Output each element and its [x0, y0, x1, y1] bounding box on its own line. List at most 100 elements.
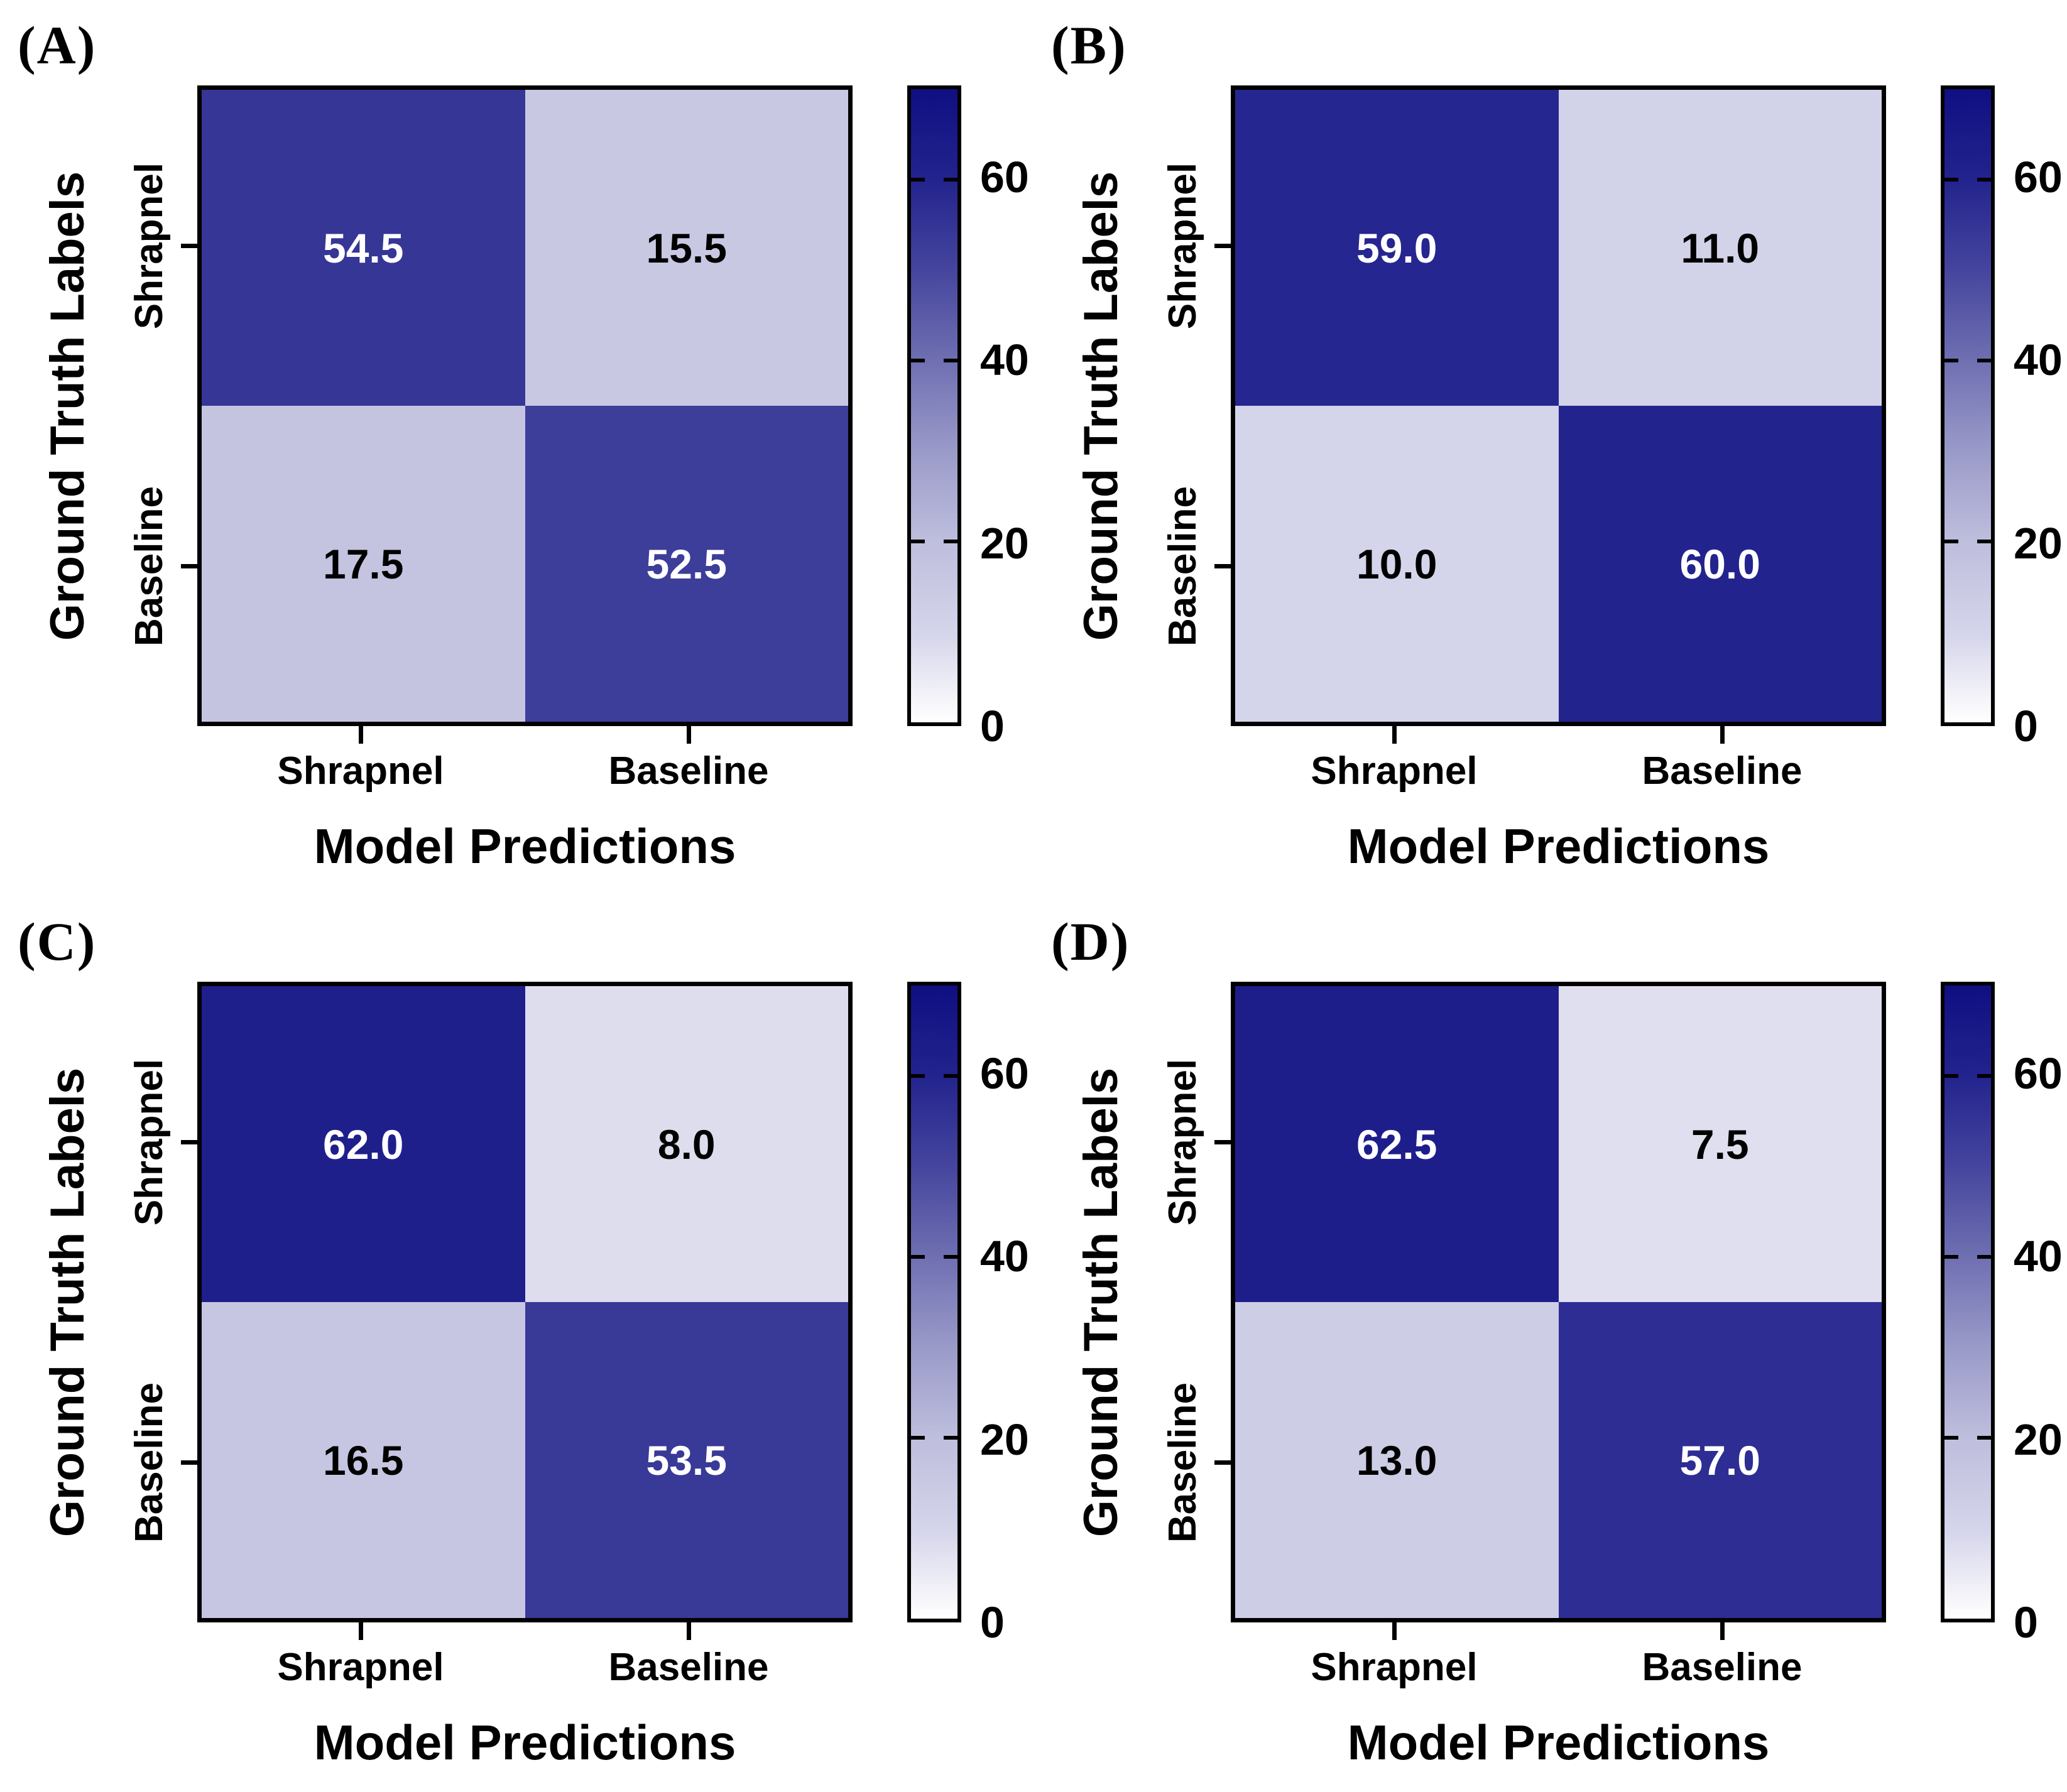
matrix-cell: 10.0 [1235, 406, 1559, 722]
y-tick-mark [1214, 244, 1231, 248]
colorbar-tick-mark [1944, 540, 1958, 544]
y-tick-label-shrapnel: Shrapnel [128, 1058, 172, 1225]
x-tick-label-baseline: Baseline [608, 1646, 769, 1689]
x-tick-label-baseline: Baseline [1642, 1646, 1802, 1689]
y-tick-label-baseline: Baseline [1161, 486, 1205, 646]
panel-d: (D) Ground Truth Labels Shrapnel Baselin… [1034, 896, 2067, 1792]
colorbar-tick-label: 60 [2014, 152, 2063, 202]
colorbar-tick-mark [944, 359, 957, 362]
panel-label: (B) [1051, 15, 1127, 75]
x-axis-title: Model Predictions [1347, 818, 1770, 874]
colorbar-tick-mark [944, 178, 957, 182]
matrix-cell: 60.0 [1558, 406, 1882, 722]
panel-a: (A) Ground Truth Labels Shrapnel Baselin… [0, 0, 1034, 896]
colorbar-tick-mark [1977, 1255, 1991, 1259]
matrix-cell: 53.5 [525, 1302, 848, 1618]
colorbar [907, 982, 961, 1622]
y-tick-mark [181, 1460, 197, 1465]
colorbar-tick-label: 40 [980, 335, 1029, 385]
y-axis-title: Ground Truth Labels [41, 1067, 95, 1537]
colorbar-tick-mark [1944, 1436, 1958, 1440]
colorbar-tick-mark [911, 1436, 925, 1440]
x-tick-mark [1392, 1622, 1397, 1640]
colorbar-tick-label: 60 [2014, 1048, 2063, 1098]
colorbar-tick-label: 0 [980, 702, 1005, 751]
confusion-matrix: 54.5 15.5 17.5 52.5 [197, 85, 853, 726]
colorbar [1941, 982, 1995, 1622]
y-tick-labels: Shrapnel Baseline [1152, 982, 1214, 1622]
matrix-cell: 7.5 [1558, 986, 1882, 1302]
y-axis-title: Ground Truth Labels [1074, 171, 1128, 641]
colorbar-tick-label: 20 [980, 1415, 1029, 1464]
matrix-cell: 11.0 [1558, 90, 1882, 406]
y-tick-label-shrapnel: Shrapnel [1161, 162, 1205, 329]
y-tick-mark [181, 1140, 197, 1144]
x-tick-mark [1720, 1622, 1725, 1640]
colorbar [1941, 85, 1995, 726]
matrix-cell: 13.0 [1235, 1302, 1559, 1618]
x-tick-label-baseline: Baseline [608, 749, 769, 793]
x-tick-mark [1720, 726, 1725, 744]
colorbar-tick-label: 60 [980, 152, 1029, 202]
colorbar-tick-label: 0 [2014, 702, 2038, 751]
colorbar-tick-mark [1944, 359, 1958, 362]
x-tick-label-shrapnel: Shrapnel [277, 749, 444, 793]
colorbar [907, 85, 961, 726]
colorbar-tick-mark [911, 540, 925, 544]
matrix-cell: 57.0 [1558, 1302, 1882, 1618]
colorbar-tick-label: 20 [2014, 518, 2063, 568]
panel-b: (B) Ground Truth Labels Shrapnel Baselin… [1034, 0, 2067, 896]
colorbar-tick-mark [1977, 540, 1991, 544]
matrix-cell: 8.0 [525, 986, 848, 1302]
colorbar-tick-labels: 0 20 40 60 [2014, 982, 2067, 1647]
y-tick-label-shrapnel: Shrapnel [1161, 1058, 1205, 1225]
colorbar-tick-labels: 0 20 40 60 [980, 982, 1062, 1647]
y-tick-mark [181, 564, 197, 568]
colorbar-tick-mark [1977, 178, 1991, 182]
colorbar-tick-label: 60 [980, 1048, 1029, 1098]
matrix-cell: 15.5 [525, 90, 848, 406]
confusion-matrix: 62.0 8.0 16.5 53.5 [197, 982, 853, 1622]
x-axis-title: Model Predictions [314, 1715, 736, 1770]
colorbar-tick-label: 20 [980, 518, 1029, 568]
x-tick-mark [687, 726, 691, 744]
matrix-cell: 16.5 [202, 1302, 525, 1618]
colorbar-tick-mark [944, 1074, 957, 1078]
x-tick-label-baseline: Baseline [1642, 749, 1802, 793]
colorbar-tick-label: 40 [980, 1232, 1029, 1281]
colorbar-tick-mark [1977, 1436, 1991, 1440]
y-tick-mark [181, 244, 197, 248]
colorbar-tick-mark [944, 1436, 957, 1440]
colorbar-tick-label: 40 [2014, 335, 2063, 385]
y-tick-label-shrapnel: Shrapnel [128, 162, 172, 329]
confusion-matrix: 62.5 7.5 13.0 57.0 [1231, 982, 1886, 1622]
colorbar-tick-label: 0 [2014, 1598, 2038, 1647]
y-tick-label-baseline: Baseline [128, 486, 172, 646]
colorbar-tick-mark [911, 1074, 925, 1078]
x-tick-mark [687, 1622, 691, 1640]
colorbar-tick-mark [1944, 1074, 1958, 1078]
y-tick-labels: Shrapnel Baseline [1152, 85, 1214, 726]
y-tick-mark [1214, 564, 1231, 568]
panel-label: (D) [1051, 911, 1130, 972]
matrix-cell: 62.5 [1235, 986, 1559, 1302]
x-axis-title: Model Predictions [314, 818, 736, 874]
colorbar-tick-label: 40 [2014, 1232, 2063, 1281]
x-tick-mark [1392, 726, 1397, 744]
colorbar-tick-mark [1977, 1074, 1991, 1078]
colorbar-tick-label: 20 [2014, 1415, 2063, 1464]
x-tick-mark [359, 1622, 363, 1640]
x-axis-title: Model Predictions [1347, 1715, 1770, 1770]
y-axis-title: Ground Truth Labels [41, 171, 95, 641]
y-tick-mark [1214, 1140, 1231, 1144]
matrix-cell: 62.0 [202, 986, 525, 1302]
panel-label: (A) [18, 15, 97, 75]
colorbar-tick-label: 0 [980, 1598, 1005, 1647]
matrix-cell: 59.0 [1235, 90, 1559, 406]
x-tick-label-shrapnel: Shrapnel [1311, 1646, 1478, 1689]
panel-c: (C) Ground Truth Labels Shrapnel Baselin… [0, 896, 1034, 1792]
colorbar-tick-mark [1977, 359, 1991, 362]
y-tick-label-baseline: Baseline [1161, 1382, 1205, 1543]
matrix-cell: 54.5 [202, 90, 525, 406]
